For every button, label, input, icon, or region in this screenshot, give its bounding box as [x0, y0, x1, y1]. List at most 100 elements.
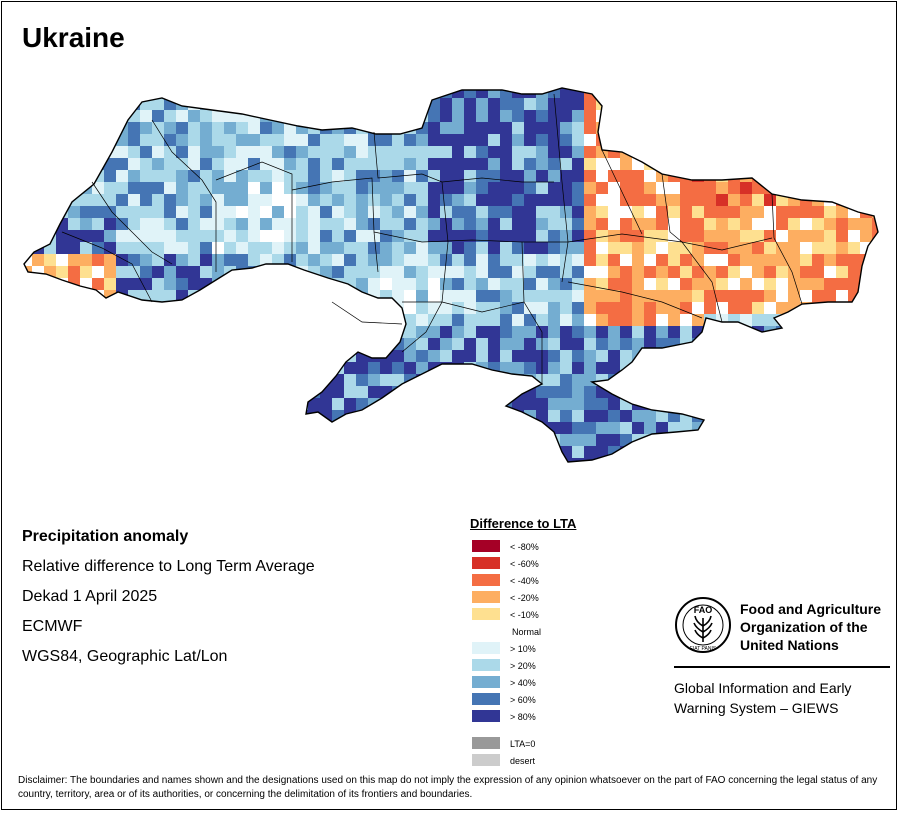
anomaly-cell [704, 386, 716, 398]
anomaly-cell [344, 290, 356, 302]
anomaly-cell [308, 98, 320, 110]
anomaly-cell [380, 278, 392, 290]
anomaly-cell [812, 230, 824, 242]
anomaly-cell [200, 230, 212, 242]
anomaly-cell [644, 254, 656, 266]
anomaly-cell [488, 110, 500, 122]
anomaly-cell [380, 98, 392, 110]
anomaly-cell [140, 242, 152, 254]
anomaly-cell [740, 146, 752, 158]
anomaly-cell [512, 230, 524, 242]
anomaly-cell [836, 374, 848, 386]
anomaly-cell [440, 146, 452, 158]
anomaly-cell [848, 170, 860, 182]
anomaly-cell [716, 278, 728, 290]
anomaly-cell [728, 278, 740, 290]
anomaly-cell [176, 182, 188, 194]
anomaly-cell [812, 158, 824, 170]
anomaly-cell [392, 386, 404, 398]
anomaly-cell [596, 446, 608, 458]
anomaly-cell [812, 122, 824, 134]
anomaly-cell [752, 398, 764, 410]
anomaly-cell [860, 88, 872, 98]
anomaly-cell [692, 110, 704, 122]
anomaly-cell [572, 98, 584, 110]
anomaly-cell [116, 434, 128, 446]
anomaly-cell [224, 458, 236, 462]
anomaly-cell [428, 290, 440, 302]
anomaly-cell [656, 446, 668, 458]
anomaly-cell [356, 182, 368, 194]
anomaly-cell [24, 398, 32, 410]
anomaly-cell [128, 194, 140, 206]
anomaly-cell [524, 134, 536, 146]
anomaly-cell [284, 302, 296, 314]
anomaly-cell [332, 350, 344, 362]
anomaly-cell [524, 302, 536, 314]
anomaly-cell [140, 302, 152, 314]
anomaly-cell [644, 386, 656, 398]
anomaly-cell [296, 206, 308, 218]
anomaly-cell [248, 326, 260, 338]
anomaly-cell [224, 290, 236, 302]
anomaly-cell [236, 98, 248, 110]
anomaly-cell [764, 422, 776, 434]
anomaly-cell [824, 110, 836, 122]
anomaly-cell [464, 230, 476, 242]
anomaly-cell [668, 314, 680, 326]
anomaly-cell [260, 122, 272, 134]
anomaly-cell [416, 98, 428, 110]
anomaly-cell [92, 398, 104, 410]
anomaly-cell [656, 254, 668, 266]
anomaly-cell [596, 170, 608, 182]
anomaly-cell [704, 158, 716, 170]
anomaly-cell [860, 362, 872, 374]
anomaly-cell [24, 194, 32, 206]
anomaly-cell [332, 434, 344, 446]
anomaly-cell [260, 242, 272, 254]
anomaly-cell [464, 122, 476, 134]
giews-line1: Global Information and Early [674, 680, 852, 696]
anomaly-cell [332, 446, 344, 458]
anomaly-cell [656, 434, 668, 446]
anomaly-cell [224, 146, 236, 158]
anomaly-cell [416, 278, 428, 290]
anomaly-cell [104, 362, 116, 374]
anomaly-cell [356, 206, 368, 218]
anomaly-cell [272, 410, 284, 422]
anomaly-cell [404, 158, 416, 170]
anomaly-cell [620, 338, 632, 350]
anomaly-cell [440, 434, 452, 446]
anomaly-cell [24, 422, 32, 434]
anomaly-cell [872, 314, 878, 326]
anomaly-cell [500, 434, 512, 446]
anomaly-cell [416, 254, 428, 266]
anomaly-cell [440, 338, 452, 350]
anomaly-cell [92, 218, 104, 230]
anomaly-cell [200, 88, 212, 98]
anomaly-cell [248, 146, 260, 158]
legend-swatch [472, 540, 500, 552]
anomaly-cell [128, 206, 140, 218]
anomaly-cell [788, 314, 800, 326]
anomaly-cell [824, 134, 836, 146]
anomaly-cell [296, 88, 308, 98]
anomaly-cell [848, 422, 860, 434]
anomaly-cell [248, 230, 260, 242]
anomaly-cell [140, 398, 152, 410]
anomaly-cell [728, 194, 740, 206]
anomaly-cell [680, 398, 692, 410]
anomaly-cell [356, 338, 368, 350]
anomaly-cell [224, 410, 236, 422]
anomaly-cell [296, 434, 308, 446]
anomaly-cell [452, 386, 464, 398]
anomaly-cell [452, 374, 464, 386]
anomaly-cell [128, 254, 140, 266]
anomaly-cell [560, 266, 572, 278]
anomaly-cell [656, 218, 668, 230]
anomaly-cell [632, 278, 644, 290]
anomaly-cell [812, 218, 824, 230]
anomaly-cell [92, 134, 104, 146]
anomaly-cell [440, 422, 452, 434]
anomaly-cell [380, 362, 392, 374]
